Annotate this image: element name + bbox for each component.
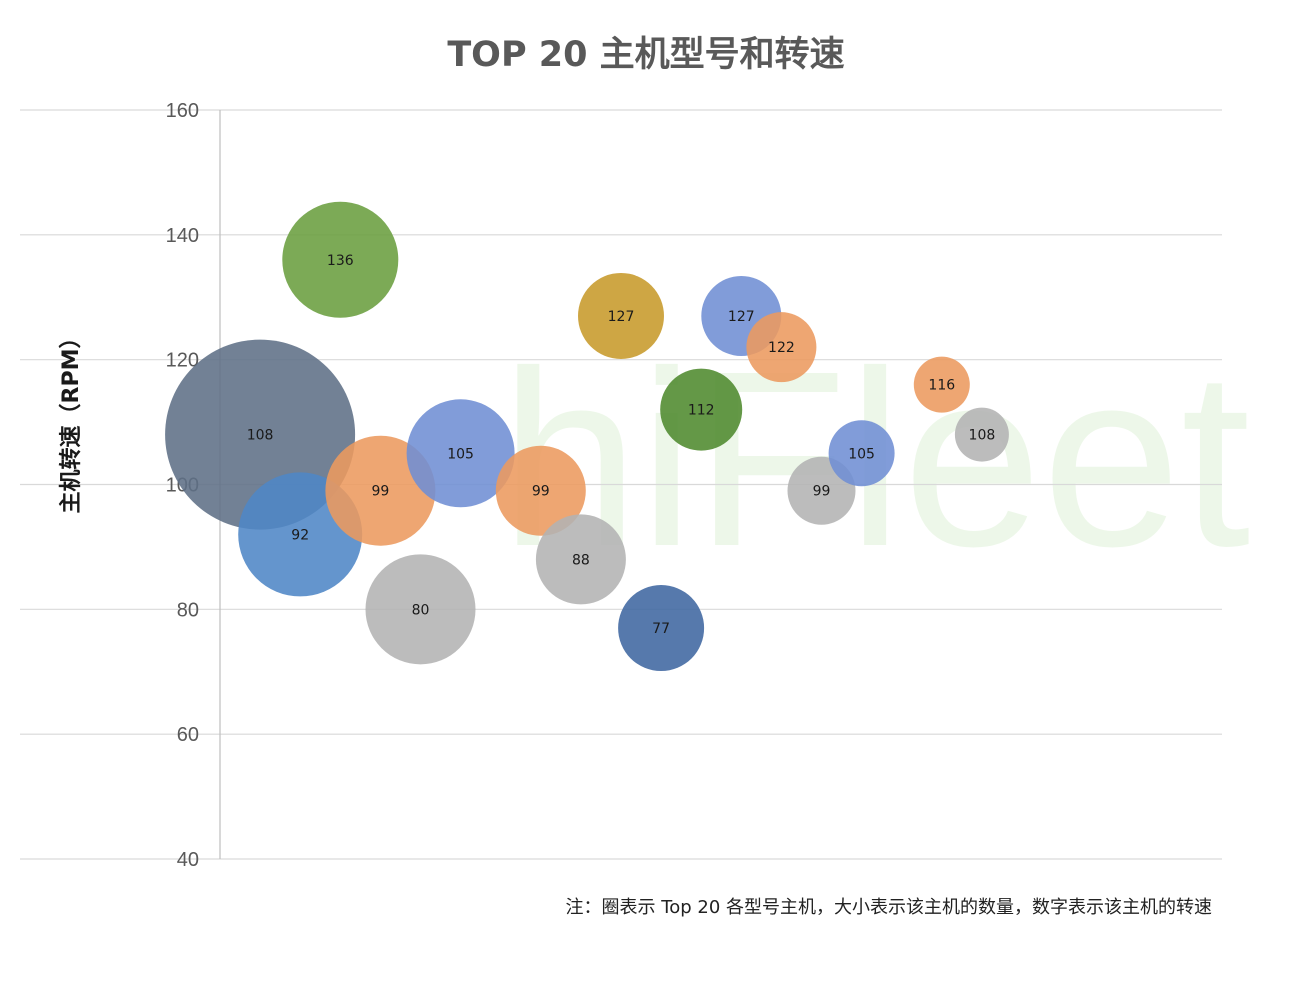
y-tick-label: 80 [177, 599, 199, 621]
y-tick-label: 160 [166, 100, 199, 122]
y-tick-label: 40 [177, 849, 199, 871]
bubble-label: 105 [447, 446, 474, 462]
chart-note: 注：圈表示 Top 20 各型号主机，大小表示该主机的数量，数字表示该主机的转速 [566, 897, 1212, 918]
bubble [365, 554, 476, 665]
bubble-label: 108 [969, 428, 996, 444]
bubble-label: 127 [608, 309, 635, 325]
bubble [660, 368, 743, 451]
y-tick-label: 120 [166, 350, 199, 372]
bubble [954, 407, 1009, 462]
chart-title: TOP 20 主机型号和转速 [447, 35, 844, 75]
bubble [746, 312, 817, 383]
bubble-label: 88 [572, 552, 590, 568]
bubble-label: 116 [928, 378, 955, 394]
bubble-label: 99 [532, 484, 550, 500]
bubble [618, 585, 705, 672]
bubble [828, 420, 895, 487]
bubble-label: 92 [291, 527, 309, 543]
bubble-label: 136 [327, 253, 354, 269]
bubble-label: 127 [728, 309, 755, 325]
bubble-label: 105 [848, 446, 875, 462]
y-tick-label: 60 [177, 724, 199, 746]
bubble [578, 272, 664, 359]
bubble-label: 112 [688, 403, 715, 419]
bubble-label: 122 [768, 340, 795, 356]
bubble [535, 514, 626, 605]
y-axis-label: 主机转速（RPM） [58, 327, 84, 514]
bubble [282, 201, 399, 318]
bubble-label: 99 [371, 484, 389, 500]
bubble-label: 99 [813, 484, 831, 500]
bubble-label: 80 [412, 602, 430, 618]
bubbles: 108 92 136 99 80 105 99 88 127 77 112 127 122 99 105 11… [165, 201, 1009, 672]
bubble [913, 356, 970, 413]
bubble [406, 399, 515, 508]
bubble-label: 77 [652, 621, 670, 637]
bubble-label: 108 [247, 428, 274, 444]
bubble [495, 445, 586, 536]
y-tick-label: 140 [166, 225, 199, 247]
